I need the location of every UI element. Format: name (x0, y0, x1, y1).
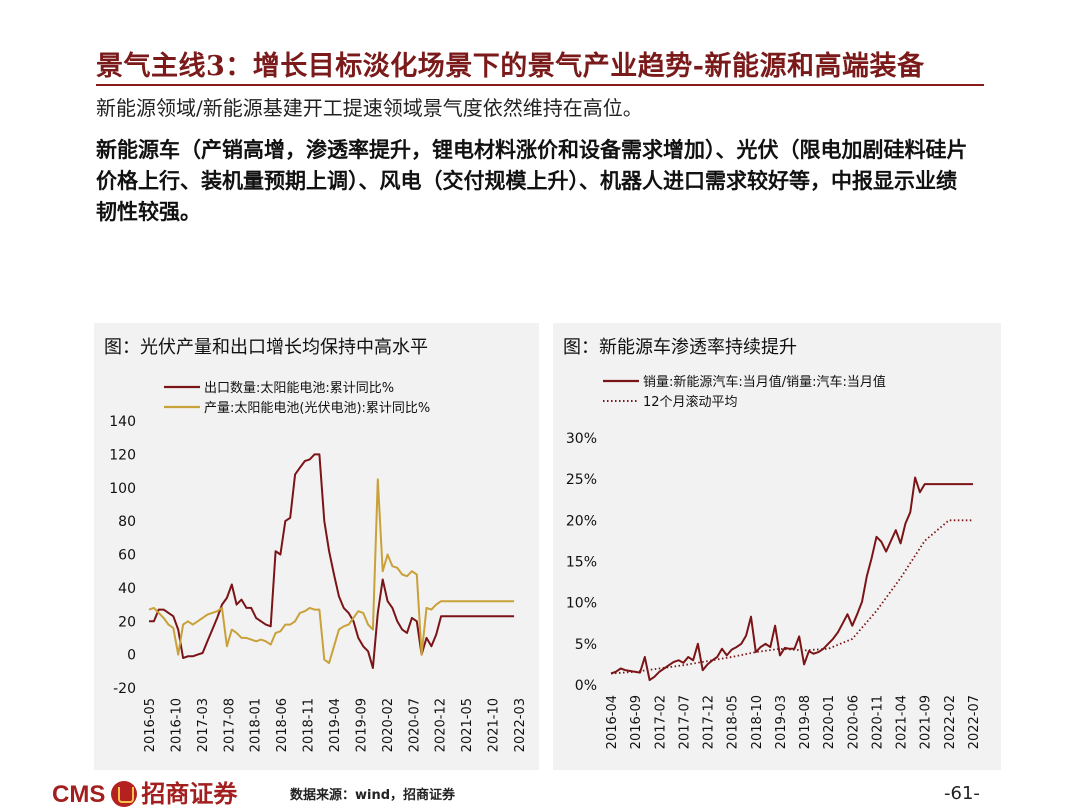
logo-emblem-icon (111, 780, 138, 807)
nev-series-line-1 (610, 519, 973, 675)
slide-title: 景气主线3：增长目标淡化场景下的景气产业趋势-新能源和高端装备 (96, 51, 925, 82)
solar-ytick-label: 140 (109, 414, 136, 430)
solar-ytick-label: 40 (118, 581, 136, 597)
nev-xtick-label: 2019-08 (798, 695, 813, 749)
nev-xtick-label: 2020-11 (870, 695, 885, 749)
data-source: 数据来源：wind，招商证券 (290, 788, 456, 803)
solar-ytick-label: 80 (118, 514, 136, 530)
nev-xtick-label: 2018-10 (750, 695, 765, 749)
nev-xtick-label: 2017-02 (653, 695, 668, 749)
nev-xtick-label: 2020-01 (822, 695, 837, 749)
solar-ytick-label: 100 (109, 481, 136, 497)
logo-text: CMS (52, 781, 106, 808)
nev-legend-label: 12个月滚动平均 (643, 394, 738, 410)
nev-ytick-label: 30% (566, 431, 597, 447)
solar-series-line-0 (149, 453, 515, 669)
solar-ytick-label: 120 (109, 447, 136, 463)
nev-xtick-label: 2022-07 (967, 695, 982, 749)
solar-series-line-1 (148, 478, 515, 664)
solar-xtick-label: 2018-01 (249, 698, 264, 752)
chart-nev-svg: 0% 5% 10% 15% 20% 25% 30% 2016-04 2016-09 2017-02… (566, 374, 982, 749)
title-divider (96, 84, 984, 86)
solar-xtick-label: 2019-09 (354, 698, 369, 752)
solar-xtick-label: 2022-03 (513, 698, 528, 752)
solar-xtick-label: 2019-04 (328, 698, 343, 752)
page-number: -61- (944, 783, 980, 804)
solar-legend-label: 产量:太阳能电池(光伏电池):累计同比% (204, 401, 430, 416)
solar-xtick-label: 2017-08 (222, 698, 237, 752)
nev-xtick-label: 2021-09 (919, 695, 934, 749)
nev-series-line-0 (610, 476, 973, 682)
solar-ytick-label: 0 (127, 648, 136, 664)
nev-xtick-label: 2022-02 (943, 695, 958, 749)
slide-subtitle: 新能源领域/新能源基建开工提速领域景气度依然维持在高位。 (96, 96, 643, 120)
solar-xtick-label: 2021-10 (487, 698, 502, 752)
nev-xtick-label: 2016-09 (629, 695, 644, 749)
solar-xtick-label: 2018-06 (275, 698, 290, 752)
nev-ytick-label: 25% (566, 472, 597, 488)
nev-xtick-label: 2021-04 (895, 695, 910, 749)
solar-xtick-label: 2020-02 (381, 698, 396, 752)
solar-ytick-label: 20 (118, 614, 136, 630)
solar-ytick-label: 60 (118, 548, 136, 564)
chart-panel-solar: 图：光伏产量和出口增长均保持中高水平 -20 0 20 40 60 80 100 120 140… (94, 323, 539, 770)
solar-xtick-label: 2016-10 (169, 698, 184, 752)
chart-title-nev: 图：新能源车渗透率持续提升 (563, 337, 797, 358)
nev-ytick-label: 0% (575, 678, 597, 694)
nev-ytick-label: 15% (566, 555, 597, 571)
cms-logo: CMS 招商证券 (52, 774, 237, 811)
nev-xtick-label: 2018-05 (726, 695, 741, 749)
nev-xtick-label: 2017-07 (677, 695, 692, 749)
nev-xtick-label: 2019-03 (774, 695, 789, 749)
nev-xtick-label: 2017-12 (702, 695, 717, 749)
nev-ytick-label: 5% (575, 637, 597, 653)
solar-xtick-label: 2020-07 (407, 698, 422, 752)
nev-xtick-label: 2020-06 (846, 695, 861, 749)
solar-xtick-label: 2021-05 (460, 698, 475, 752)
solar-xtick-label: 2017-03 (196, 698, 211, 752)
nev-ytick-label: 10% (566, 596, 597, 612)
solar-ytick-label: -20 (113, 681, 136, 697)
chart-solar-svg: -20 0 20 40 60 80 100 120 140 2016-05 2016-10 2017-… (109, 381, 528, 752)
nev-legend-label: 销量:新能源汽车:当月值/销量:汽车:当月值 (643, 374, 886, 390)
nev-xtick-label: 2016-04 (605, 695, 620, 749)
solar-xtick-label: 2018-11 (302, 698, 317, 752)
solar-xtick-label: 2016-05 (143, 698, 158, 752)
chart-title-solar: 图：光伏产量和出口增长均保持中高水平 (104, 337, 428, 358)
slide-body-text: 新能源车（产销高增，渗透率提升，锂电材料涨价和设备需求增加）、光伏（限电加剧硅料… (96, 137, 968, 224)
nev-ytick-label: 20% (566, 513, 597, 529)
solar-legend-label: 出口数量:太阳能电池:累计同比% (204, 381, 394, 396)
logo-cn-text: 招商证券 (141, 779, 238, 808)
chart-panel-nev: 图：新能源车渗透率持续提升 0% 5% 10% 15% 20% 25% 30% 2016-04… (553, 323, 1001, 770)
solar-xtick-label: 2020-12 (434, 698, 449, 752)
